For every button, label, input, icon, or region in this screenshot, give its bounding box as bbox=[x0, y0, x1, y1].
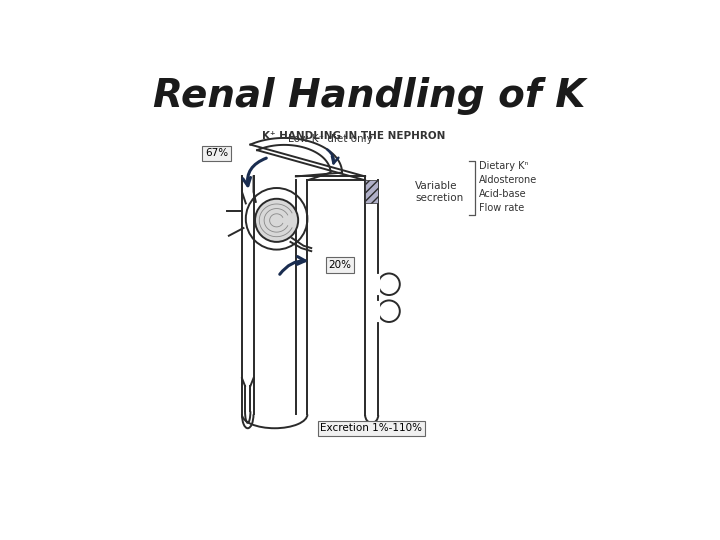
Bar bbox=[365, 180, 378, 204]
Text: Excretion 1%-110%: Excretion 1%-110% bbox=[320, 423, 423, 433]
Text: Dietary Kⁿ: Dietary Kⁿ bbox=[479, 161, 528, 171]
Text: Aldosterone: Aldosterone bbox=[479, 175, 537, 185]
Text: Variable
secretion: Variable secretion bbox=[415, 181, 464, 202]
Text: K⁺ HANDLING IN THE NEPHRON: K⁺ HANDLING IN THE NEPHRON bbox=[262, 131, 445, 140]
Text: Renal Handling of K: Renal Handling of K bbox=[153, 77, 585, 114]
Text: Acid-base: Acid-base bbox=[479, 189, 527, 199]
Text: Flow rate: Flow rate bbox=[479, 202, 524, 213]
Text: 67%: 67% bbox=[205, 148, 228, 158]
Text: 20%: 20% bbox=[328, 260, 351, 270]
Circle shape bbox=[255, 199, 298, 242]
Text: Low K⁺ diet only: Low K⁺ diet only bbox=[288, 134, 373, 144]
